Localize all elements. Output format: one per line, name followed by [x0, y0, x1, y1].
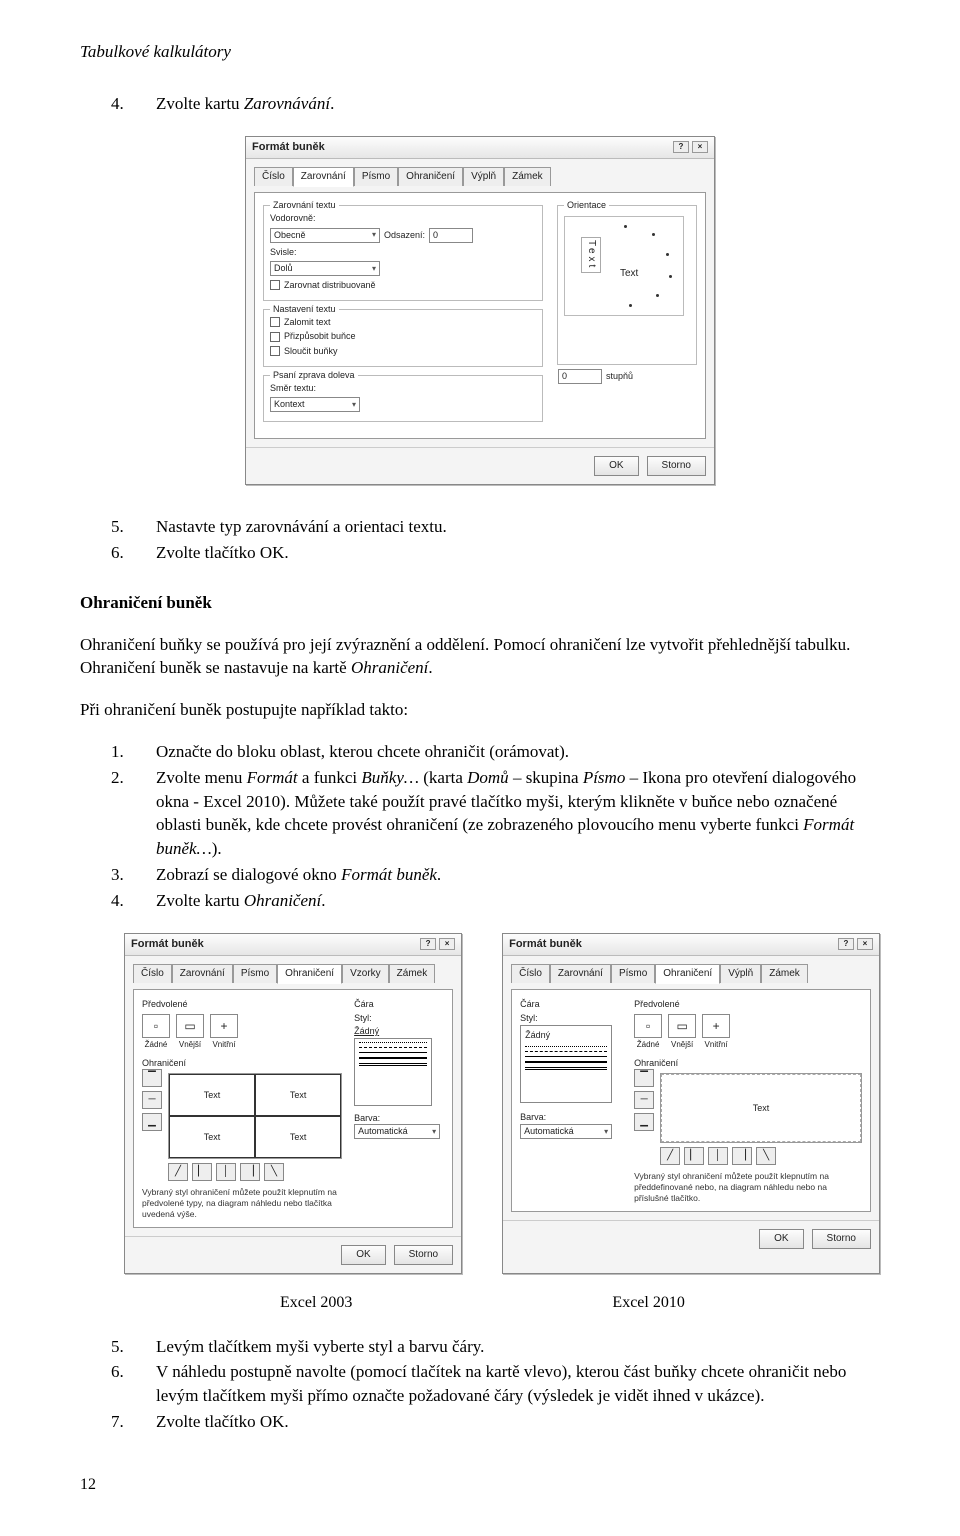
color-dropdown[interactable]: Automatická▾: [354, 1124, 440, 1139]
direction-dropdown[interactable]: Kontext▾: [270, 397, 360, 412]
help-icon[interactable]: ?: [420, 938, 436, 950]
preset-none-button[interactable]: ▫: [142, 1014, 170, 1038]
border-right-button[interactable]: ▕: [732, 1147, 752, 1165]
tab-alignment[interactable]: Zarovnání: [293, 167, 354, 187]
border-vmid-button[interactable]: │: [216, 1163, 236, 1181]
paragraph: Při ohraničení buněk postupujte napříkla…: [80, 698, 880, 722]
ok-button[interactable]: OK: [341, 1245, 385, 1265]
group-alignment: Zarovnání textu Vodorovně: Obecně▾ Odsaz…: [263, 205, 543, 301]
steps-list-1: Zvolte kartu Zarovnávání.: [80, 92, 880, 116]
wrap-checkbox[interactable]: [270, 317, 280, 327]
section-heading: Ohraničení buněk: [80, 591, 880, 615]
border-left-button[interactable]: ▏: [192, 1163, 212, 1181]
border-bottom-button[interactable]: ▁: [634, 1113, 654, 1131]
preset-none-button[interactable]: ▫: [634, 1014, 662, 1038]
format-cells-dialog-align: Formát buněk ? × Číslo Zarovnání Písmo O…: [245, 136, 715, 486]
border-top-button[interactable]: ▔: [634, 1069, 654, 1087]
distribute-checkbox[interactable]: [270, 280, 280, 290]
page-number: 12: [80, 1474, 880, 1496]
steps-list-2: Označte do bloku oblast, kterou chcete o…: [80, 740, 880, 913]
border-diag2-button[interactable]: ╲: [756, 1147, 776, 1165]
dialog-titlebar: Formát buněk ? ×: [246, 137, 714, 159]
border-left-button[interactable]: ▏: [684, 1147, 704, 1165]
paragraph: Ohraničení buňky se používá pro její zvý…: [80, 633, 880, 681]
help-icon[interactable]: ?: [838, 938, 854, 950]
group-textsettings: Nastavení textu Zalomit text Přizpůsobit…: [263, 309, 543, 367]
color-dropdown[interactable]: Automatická▾: [520, 1124, 612, 1139]
close-icon[interactable]: ×: [692, 141, 708, 153]
border-preview[interactable]: Text: [660, 1073, 862, 1143]
border-right-button[interactable]: ▕: [240, 1163, 260, 1181]
orientation-dial[interactable]: Text Text: [564, 216, 684, 316]
captions: Excel 2003 Excel 2010: [280, 1292, 880, 1314]
group-orientation: Orientace Text Text: [557, 205, 697, 365]
close-icon[interactable]: ×: [857, 938, 873, 950]
border-bottom-button[interactable]: ▁: [142, 1113, 162, 1131]
help-icon[interactable]: ?: [673, 141, 689, 153]
line-style-list[interactable]: Žádný: [520, 1025, 612, 1103]
tab-border[interactable]: Ohraničení: [398, 167, 463, 186]
steps-list-3: Levým tlačítkem myši vyberte styl a barv…: [80, 1335, 880, 1434]
cancel-button[interactable]: Storno: [394, 1245, 453, 1265]
list-item: Zvolte tlačítko OK.: [128, 541, 880, 565]
steps-list-1b: Nastavte typ zarovnávání a orientaci tex…: [80, 515, 880, 565]
border-middle-button[interactable]: ─: [142, 1091, 162, 1109]
format-cells-dialog-border-2010: Formát buněk ?× Číslo Zarovnání Písmo Oh…: [502, 933, 880, 1275]
preset-inner-button[interactable]: +: [702, 1014, 730, 1038]
cancel-button[interactable]: Storno: [812, 1229, 871, 1249]
tab-number[interactable]: Číslo: [254, 167, 293, 186]
tab-fill[interactable]: Výplň: [463, 167, 504, 186]
merge-checkbox[interactable]: [270, 346, 280, 356]
list-item: Zvolte kartu Ohraničení.: [128, 889, 880, 913]
border-diag2-button[interactable]: ╲: [264, 1163, 284, 1181]
preset-outer-button[interactable]: ▭: [176, 1014, 204, 1038]
list-item: Označte do bloku oblast, kterou chcete o…: [128, 740, 880, 764]
ok-button[interactable]: OK: [594, 456, 638, 476]
group-rtl: Psaní zprava doleva Směr textu: Kontext▾: [263, 375, 543, 423]
border-preview[interactable]: Text Text Text Text: [168, 1073, 342, 1159]
list-item: Zvolte tlačítko OK.: [128, 1410, 880, 1434]
page-header: Tabulkové kalkulátory: [80, 40, 880, 64]
border-diag1-button[interactable]: ╱: [168, 1163, 188, 1181]
degrees-input[interactable]: 0: [558, 369, 602, 384]
tab-font[interactable]: Písmo: [354, 167, 398, 186]
list-item: Levým tlačítkem myši vyberte styl a barv…: [128, 1335, 880, 1359]
border-middle-button[interactable]: ─: [634, 1091, 654, 1109]
list-item: Nastavte typ zarovnávání a orientaci tex…: [128, 515, 880, 539]
border-vmid-button[interactable]: │: [708, 1147, 728, 1165]
list-item: V náhledu postupně navolte (pomocí tlačí…: [128, 1360, 880, 1408]
tab-lock[interactable]: Zámek: [504, 167, 551, 186]
preset-outer-button[interactable]: ▭: [668, 1014, 696, 1038]
vertical-dropdown[interactable]: Dolů▾: [270, 261, 380, 276]
cancel-button[interactable]: Storno: [647, 456, 706, 476]
list-item: Zobrazí se dialogové okno Formát buněk.: [128, 863, 880, 887]
list-item: Zvolte menu Formát a funkci Buňky… (kart…: [128, 766, 880, 861]
ok-button[interactable]: OK: [759, 1229, 803, 1249]
preset-inner-button[interactable]: +: [210, 1014, 238, 1038]
line-style-list[interactable]: [354, 1038, 432, 1106]
horizontal-dropdown[interactable]: Obecně▾: [270, 228, 380, 243]
list-item: Zvolte kartu Zarovnávání.: [128, 92, 880, 116]
shrink-checkbox[interactable]: [270, 332, 280, 342]
border-diag1-button[interactable]: ╱: [660, 1147, 680, 1165]
tabs: Číslo Zarovnání Písmo Ohraničení Výplň Z…: [254, 167, 706, 186]
format-cells-dialog-border-2003: Formát buněk ?× Číslo Zarovnání Písmo Oh…: [124, 933, 462, 1275]
close-icon[interactable]: ×: [439, 938, 455, 950]
indent-input[interactable]: 0: [429, 228, 473, 243]
border-top-button[interactable]: ▔: [142, 1069, 162, 1087]
